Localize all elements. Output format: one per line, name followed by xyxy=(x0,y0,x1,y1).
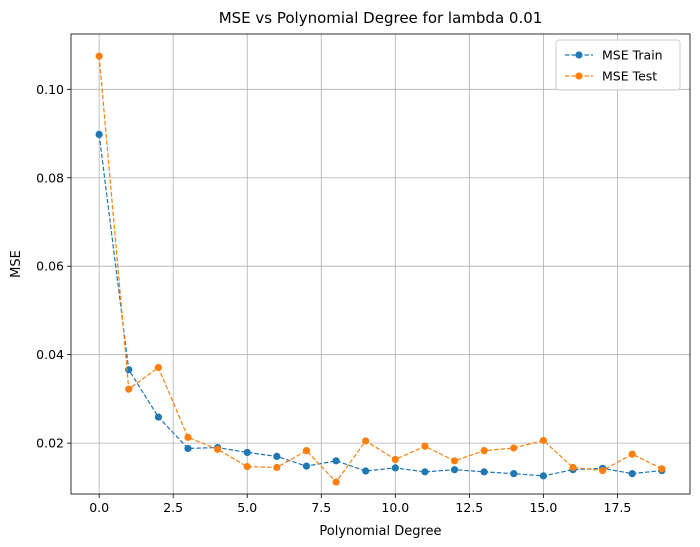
data-point-mse-test xyxy=(539,436,547,445)
legend-marker-mse-test xyxy=(575,72,583,80)
data-point-mse-test xyxy=(510,444,518,452)
data-point-mse-train xyxy=(391,464,399,472)
x-tick-label: 15.0 xyxy=(529,500,557,515)
data-point-mse-test xyxy=(599,466,607,475)
data-point-mse-test xyxy=(302,447,311,455)
data-point-mse-test xyxy=(243,462,251,471)
data-point-mse-train xyxy=(273,452,281,461)
y-tick-label: 0.02 xyxy=(36,436,64,451)
data-point-mse-test xyxy=(95,52,103,60)
x-tick-label: 0.0 xyxy=(89,500,109,515)
data-point-mse-test xyxy=(214,445,222,453)
legend-label-mse-train: MSE Train xyxy=(602,48,663,63)
axes: 0.0 2.5 5.0 7.5 10.0 12.5 15.0 17.5 0.02 0.04 0.06… xyxy=(36,33,691,515)
x-tick-label: 7.5 xyxy=(311,500,331,515)
data-point-mse-train xyxy=(95,130,103,139)
data-point-mse-test xyxy=(332,478,340,486)
y-tick-label: 0.06 xyxy=(36,259,64,274)
x-tick-label: 12.5 xyxy=(455,500,483,515)
x-tick-label: 17.5 xyxy=(604,500,632,515)
y-tick-label: 0.08 xyxy=(36,170,64,185)
x-tick-label: 5.0 xyxy=(237,500,257,515)
series-line-mse-train xyxy=(98,134,662,477)
legend-marker-mse-train xyxy=(575,51,583,59)
data-point-mse-train xyxy=(628,470,636,478)
data-point-mse-test xyxy=(362,437,370,445)
y-axis-label: MSE xyxy=(9,250,24,278)
legend-box xyxy=(555,39,681,91)
data-point-mse-train xyxy=(450,466,459,474)
data-point-mse-test xyxy=(421,442,429,450)
y-tick-label: 0.04 xyxy=(36,347,64,362)
data-point-mse-train xyxy=(480,468,488,476)
series-layer xyxy=(95,52,666,486)
data-point-mse-test xyxy=(391,455,399,464)
x-tick-label: 10.0 xyxy=(381,500,409,515)
data-point-mse-test xyxy=(154,363,162,372)
data-point-mse-test xyxy=(658,465,666,473)
legend-label-mse-test: MSE Test xyxy=(602,69,657,84)
data-point-mse-test xyxy=(569,463,577,472)
data-point-mse-train xyxy=(332,457,340,465)
grid xyxy=(71,34,690,494)
x-tick-label: 2.5 xyxy=(163,500,183,515)
data-point-mse-train xyxy=(510,470,518,478)
data-point-mse-test xyxy=(450,457,459,465)
data-point-mse-test xyxy=(184,433,192,441)
plot-frame xyxy=(70,33,691,495)
data-point-mse-train xyxy=(302,462,311,470)
data-point-mse-test xyxy=(273,463,281,472)
data-point-mse-train xyxy=(154,413,162,421)
data-point-mse-train xyxy=(539,472,547,480)
legend: MSE Train MSE Test xyxy=(555,39,681,91)
data-point-mse-test xyxy=(480,447,488,455)
data-point-mse-train xyxy=(184,444,192,453)
data-point-mse-train xyxy=(421,468,429,476)
data-point-mse-train xyxy=(243,448,251,457)
y-tick-label: 0.10 xyxy=(36,82,64,97)
data-point-mse-train xyxy=(362,467,370,475)
data-point-mse-test xyxy=(125,385,133,393)
data-point-mse-test xyxy=(628,450,636,458)
series-line-mse-test xyxy=(98,56,663,484)
chart-title: MSE vs Polynomial Degree for lambda 0.01 xyxy=(219,9,543,27)
x-axis-label: Polynomial Degree xyxy=(319,524,441,539)
